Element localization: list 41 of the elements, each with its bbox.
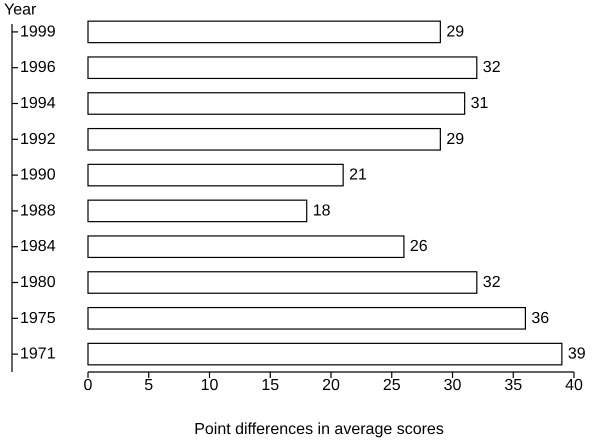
y-axis-title: Year <box>4 2 37 18</box>
data-label: 29 <box>446 130 464 148</box>
data-label: 36 <box>531 310 550 327</box>
bar <box>87 92 466 115</box>
y-tick-label: 1990 <box>20 166 56 184</box>
data-label: 32 <box>482 274 501 291</box>
y-tick-label: 1996 <box>20 59 56 76</box>
bar <box>87 164 344 186</box>
x-tick-label: 0 <box>84 377 93 394</box>
data-label: 26 <box>410 238 428 256</box>
data-label: 39 <box>568 346 586 363</box>
bar <box>87 20 441 44</box>
data-label: 21 <box>349 166 368 184</box>
y-tick-label: 1992 <box>20 130 56 148</box>
data-label: 32 <box>482 59 501 76</box>
x-axis-title: Point differences in average scores <box>194 421 444 438</box>
x-tick-label: 30 <box>444 377 462 394</box>
x-tick-label: 20 <box>322 377 340 394</box>
data-label: 18 <box>312 202 331 220</box>
y-tick-label: 1971 <box>20 346 56 363</box>
x-tick-label: 10 <box>200 377 218 394</box>
x-tick-label: 40 <box>565 377 583 394</box>
x-tick-label: 25 <box>382 377 401 394</box>
data-label: 31 <box>470 95 489 112</box>
x-tick-label: 15 <box>261 377 280 394</box>
y-tick-label: 1980 <box>20 274 56 291</box>
y-tick-label: 1975 <box>20 310 56 327</box>
bar <box>87 128 441 151</box>
bar <box>87 306 526 330</box>
bar <box>87 342 562 366</box>
y-tick-label: 1984 <box>20 238 56 256</box>
bar <box>87 56 478 80</box>
y-tick-label: 1999 <box>20 23 56 40</box>
x-tick-label: 5 <box>144 377 154 394</box>
bar <box>87 271 478 294</box>
y-tick-label: 1994 <box>20 95 56 112</box>
bar <box>87 200 308 222</box>
bar <box>87 235 404 258</box>
data-label: 29 <box>446 23 464 40</box>
x-tick-label: 35 <box>504 377 522 394</box>
y-tick-label: 1988 <box>20 202 56 220</box>
